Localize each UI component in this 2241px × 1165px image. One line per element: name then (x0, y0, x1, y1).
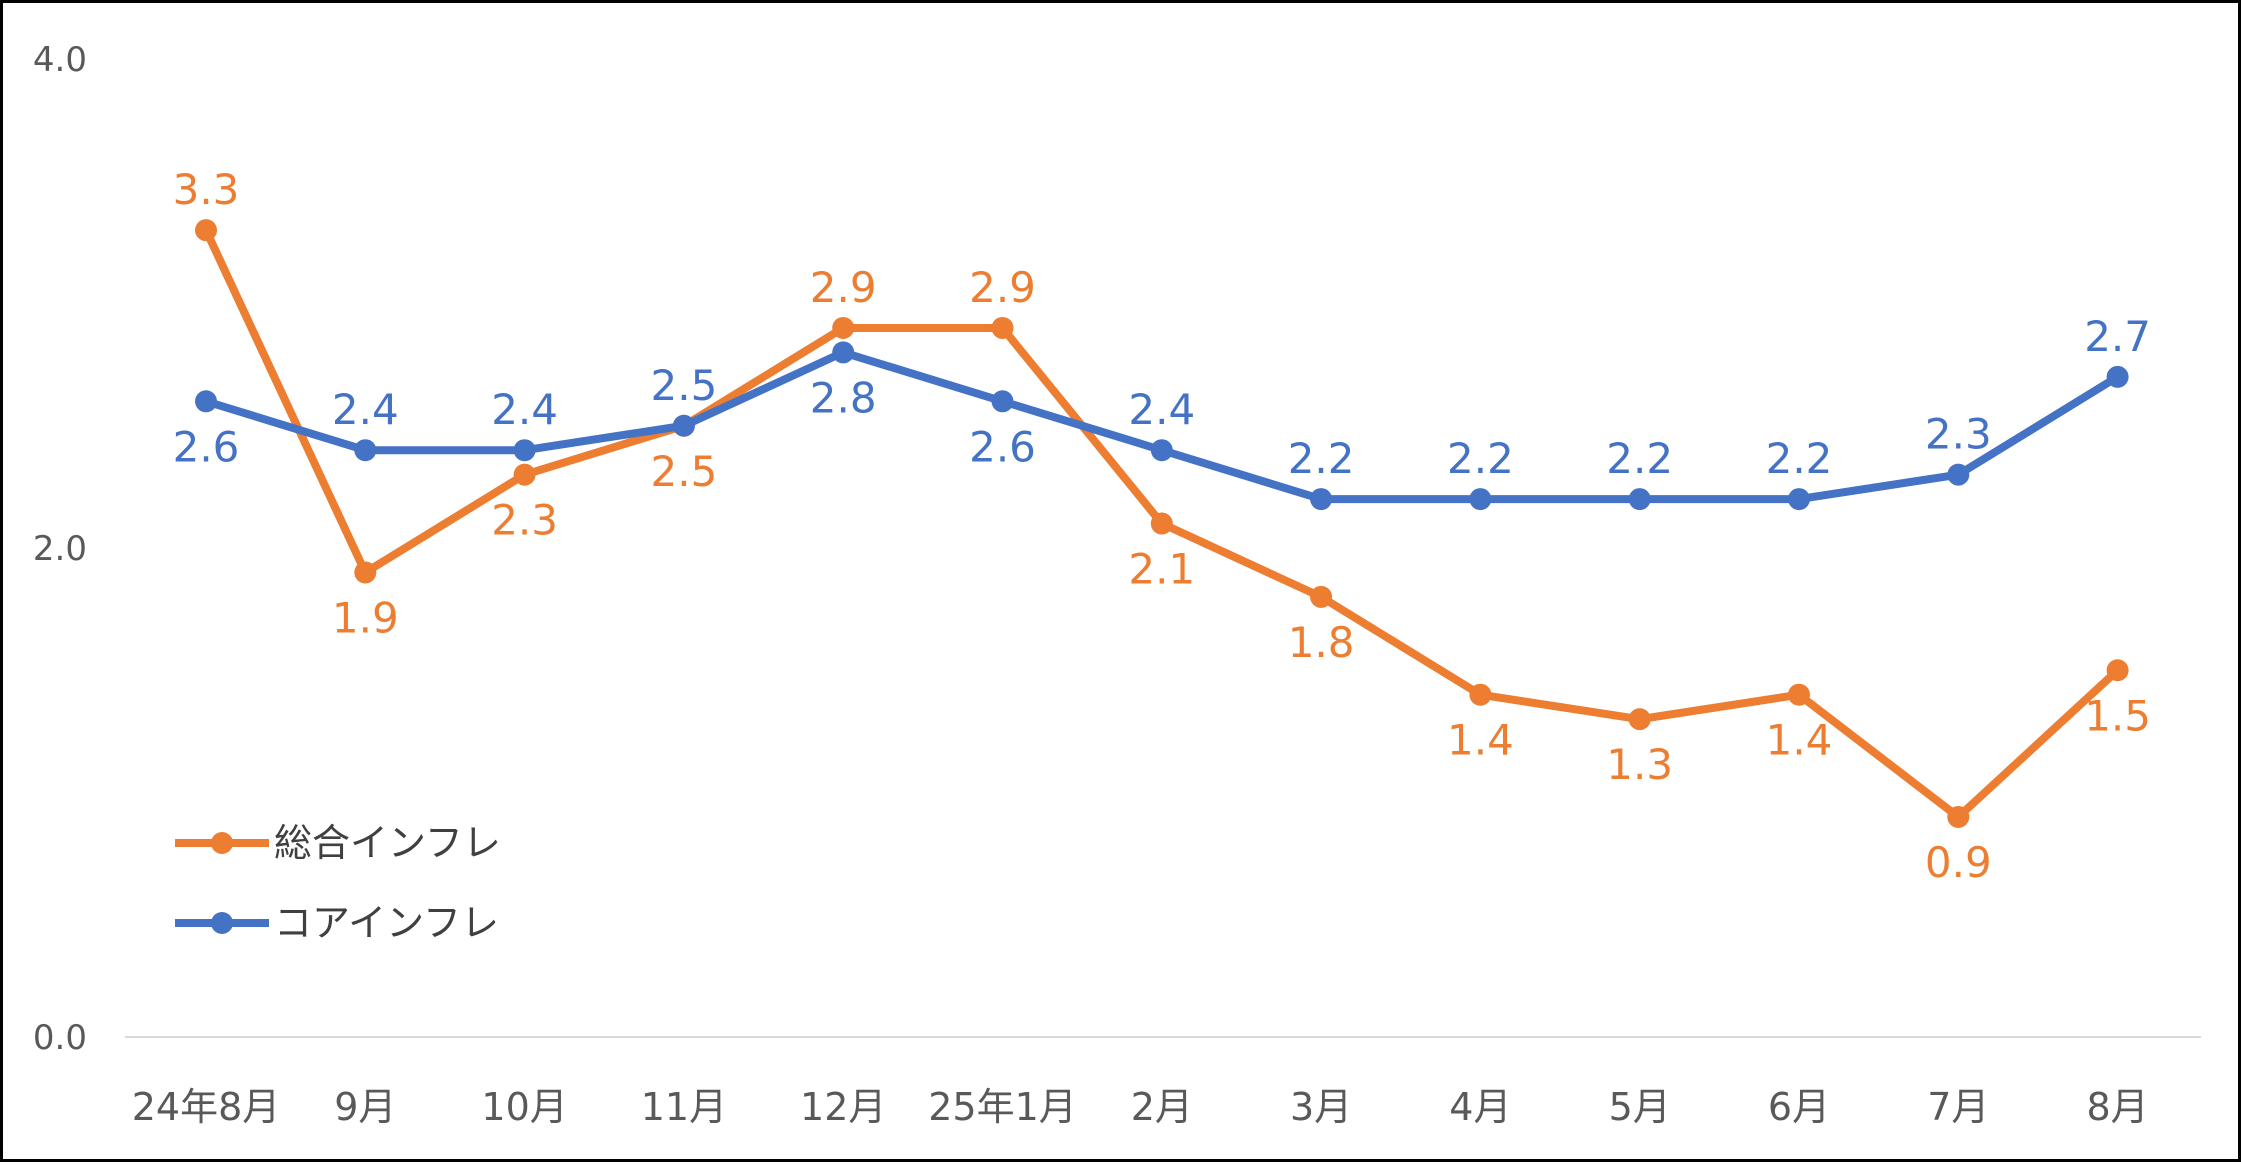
data-point-core (1469, 488, 1492, 511)
legend-label-overall: 総合インフレ (274, 821, 501, 865)
data-point-overall (1310, 585, 1333, 608)
data-label-core: 2.2 (1288, 434, 1355, 483)
data-point-overall (991, 316, 1014, 339)
data-point-core (1788, 488, 1810, 511)
data-label-overall: 1.9 (332, 593, 399, 642)
data-point-core (1310, 488, 1333, 511)
data-label-core: 2.8 (810, 373, 877, 422)
x-tick-label: 4月 (1449, 1085, 1511, 1129)
data-point-overall (832, 316, 855, 339)
data-point-overall (1628, 708, 1651, 731)
data-label-core: 2.3 (1925, 410, 1992, 459)
series-layer (195, 219, 2129, 828)
data-label-core: 2.4 (1128, 385, 1195, 434)
x-tick-label: 24年8月 (132, 1085, 281, 1129)
data-point-core (2106, 365, 2129, 388)
x-tick-label: 9月 (334, 1085, 396, 1129)
data-label-overall: 2.1 (1128, 545, 1195, 594)
data-point-overall (1150, 512, 1173, 535)
data-point-overall (1788, 683, 1810, 706)
legend-marker-overall (211, 832, 233, 854)
legend-item-overall: 総合インフレ (175, 821, 501, 865)
x-tick-label: 7月 (1927, 1085, 1989, 1129)
data-point-core (832, 341, 855, 364)
data-label-core: 2.2 (1766, 434, 1833, 483)
data-point-overall (2106, 659, 2129, 682)
x-tick-label: 8月 (2087, 1085, 2149, 1129)
x-tick-label: 3月 (1290, 1085, 1352, 1129)
data-label-overall: 2.3 (491, 496, 558, 545)
data-point-core (1628, 488, 1651, 511)
data-point-core (195, 390, 217, 413)
data-label-overall: 1.8 (1288, 618, 1355, 667)
data-label-core: 2.5 (651, 361, 718, 410)
data-label-core: 2.6 (969, 422, 1036, 471)
x-tick-label: 6月 (1768, 1085, 1830, 1129)
data-label-core: 2.2 (1606, 434, 1673, 483)
data-point-core (672, 414, 695, 437)
y-tick-label: 0.0 (33, 1018, 87, 1058)
x-tick-label: 11月 (641, 1085, 727, 1129)
x-tick-label: 25年1月 (928, 1085, 1077, 1129)
y-axis-ticks: 0.0 2.0 4.0 (33, 40, 87, 1058)
legend: 総合インフレ コアインフレ (175, 821, 501, 945)
data-label-overall: 2.9 (810, 263, 877, 312)
data-point-overall (1947, 805, 1970, 828)
data-label-overall: 1.5 (2084, 691, 2151, 740)
legend-label-core: コアインフレ (274, 901, 499, 945)
data-label-core: 2.2 (1447, 434, 1514, 483)
data-point-overall (513, 463, 536, 486)
x-tick-label: 10月 (481, 1085, 567, 1129)
data-label-overall: 3.3 (173, 165, 240, 214)
x-tick-label: 12月 (800, 1085, 886, 1129)
data-label-overall: 2.9 (969, 263, 1036, 312)
data-point-overall (1469, 683, 1492, 706)
data-point-core (991, 390, 1014, 413)
data-label-core: 2.4 (332, 385, 399, 434)
data-point-overall (354, 561, 377, 584)
data-label-core: 2.7 (2084, 312, 2151, 361)
data-point-overall (195, 219, 217, 242)
legend-marker-core (211, 912, 233, 934)
x-axis-ticks: 24年8月 9月 10月 11月 12月 25年1月 2月 3月 4月 5月 6月 7月 8月 (132, 1085, 2149, 1129)
x-tick-label: 5月 (1609, 1085, 1671, 1129)
x-tick-label: 2月 (1131, 1085, 1193, 1129)
data-label-overall: 0.9 (1925, 838, 1992, 887)
y-tick-label: 2.0 (33, 529, 87, 569)
data-point-core (1150, 439, 1173, 462)
line-chart: 0.0 2.0 4.0 24年8月 9月 10月 11月 12月 25年1月 2月 3月 4月 5月 6… (33, 40, 2201, 1129)
data-point-core (354, 439, 377, 462)
data-label-core: 2.4 (491, 385, 558, 434)
data-label-overall: 1.4 (1766, 716, 1833, 765)
data-label-overall: 1.3 (1606, 740, 1673, 789)
data-point-core (513, 439, 536, 462)
data-labels: 3.3 1.9 2.3 2.5 2.9 2.9 2.1 1.8 1.4 1.3 1.4 0.9 1.5 2… (173, 165, 2151, 887)
legend-item-core: コアインフレ (175, 901, 499, 945)
data-point-core (1947, 463, 1970, 486)
data-label-overall: 2.5 (651, 447, 718, 496)
y-tick-label: 4.0 (33, 40, 87, 80)
data-label-core: 2.6 (173, 422, 240, 471)
data-label-overall: 1.4 (1447, 716, 1514, 765)
